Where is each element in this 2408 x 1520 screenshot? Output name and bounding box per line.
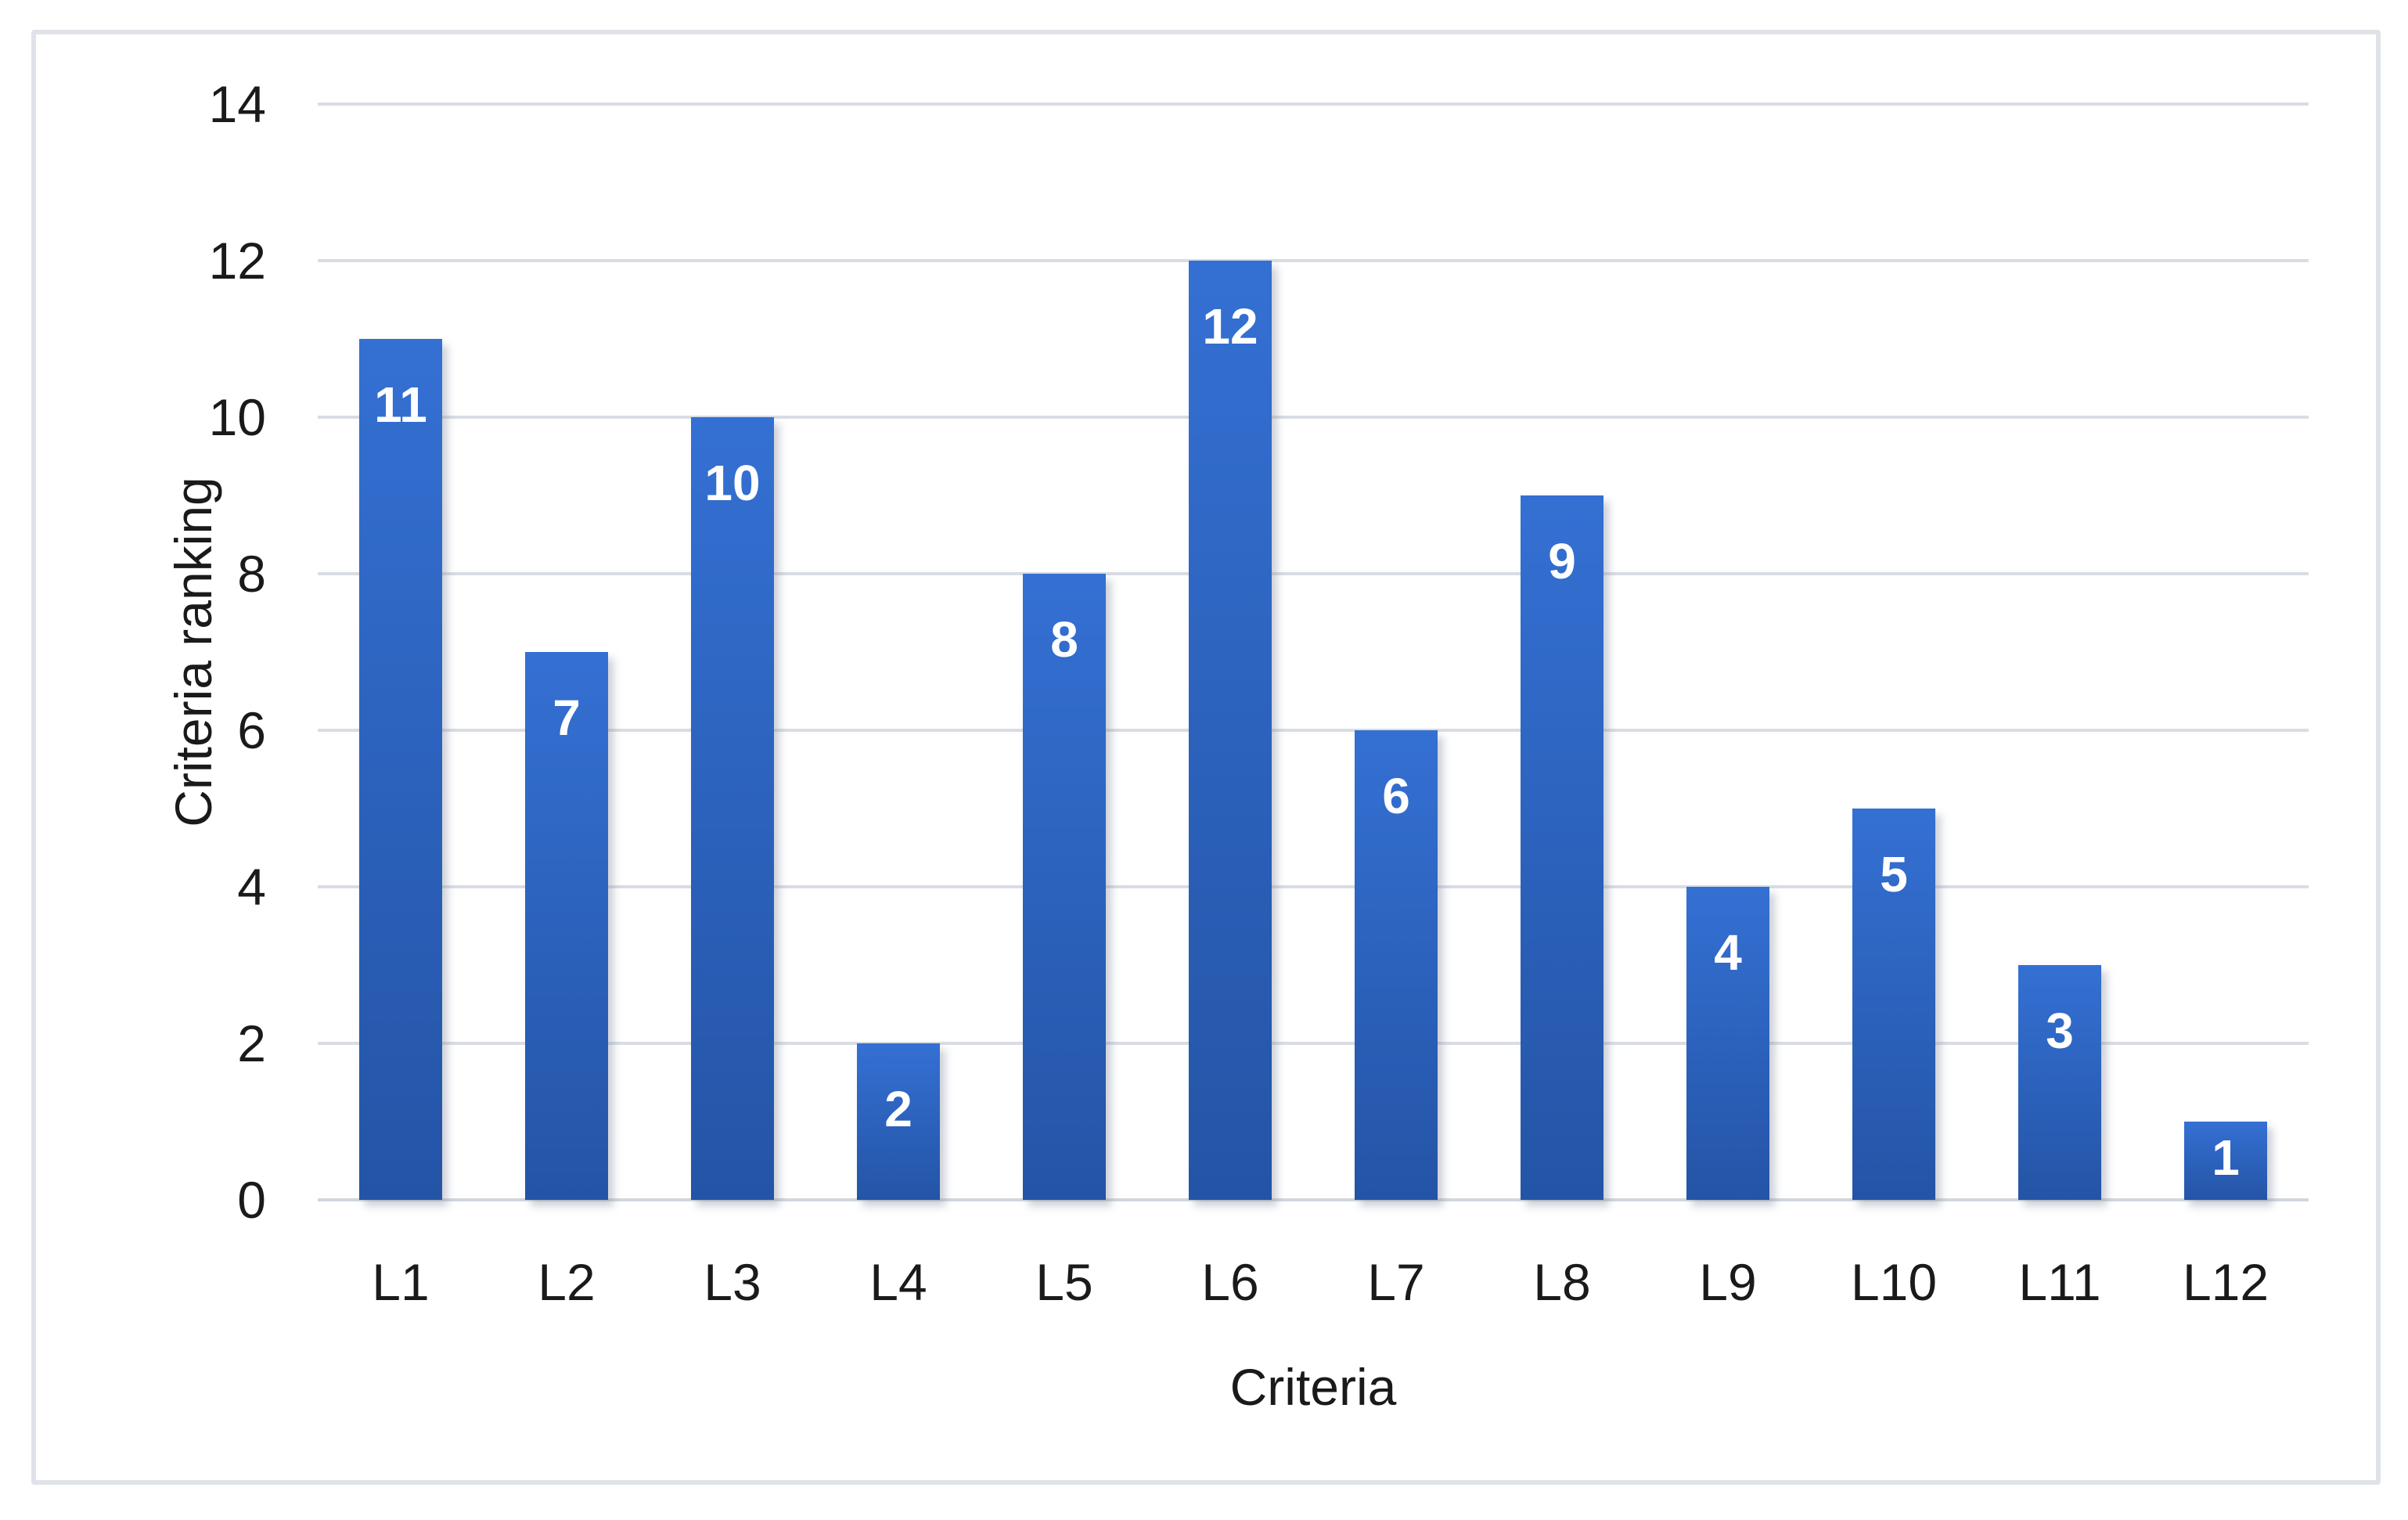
- gridline: [318, 416, 2309, 419]
- x-tick-label-L7: L7: [1367, 1253, 1425, 1311]
- y-tick-label: 0: [237, 1171, 266, 1229]
- x-tick-label-L8: L8: [1533, 1253, 1591, 1311]
- bar-L12: 1: [2184, 1122, 2267, 1200]
- y-axis-title: Criteria ranking: [164, 477, 222, 827]
- x-tick-label-L12: L12: [2182, 1253, 2269, 1311]
- bar-data-label: 2: [884, 1081, 912, 1137]
- bar-data-label: 10: [704, 455, 761, 511]
- bar-L1: 11: [359, 339, 442, 1200]
- x-tick-label-L2: L2: [538, 1253, 596, 1311]
- bar-L6: 12: [1189, 261, 1272, 1200]
- y-tick-label: 10: [208, 388, 266, 446]
- axis-baseline: [318, 1198, 2309, 1201]
- bar-data-label: 8: [1050, 611, 1078, 668]
- x-tick-label-L9: L9: [1699, 1253, 1757, 1311]
- gridline: [318, 729, 2309, 732]
- bar-data-label: 12: [1202, 298, 1258, 355]
- gridline: [318, 1042, 2309, 1045]
- y-tick-label: 14: [208, 75, 266, 133]
- bar-L11: 3: [2018, 965, 2101, 1200]
- bar-data-label: 1: [2212, 1129, 2240, 1186]
- y-tick-label: 2: [237, 1014, 266, 1072]
- bar-L5: 8: [1023, 574, 1106, 1200]
- x-tick-label-L11: L11: [2018, 1253, 2101, 1311]
- x-tick-label-L1: L1: [372, 1253, 430, 1311]
- y-tick-label: 12: [208, 232, 266, 290]
- x-axis-title: Criteria: [1229, 1358, 1397, 1416]
- x-tick-label-L10: L10: [1850, 1253, 1938, 1311]
- y-tick-label: 6: [237, 701, 266, 759]
- bar-data-label: 3: [2046, 1003, 2074, 1059]
- bar-L2: 7: [525, 652, 608, 1200]
- gridline: [318, 259, 2309, 262]
- bar-data-label: 6: [1382, 768, 1410, 824]
- bar-data-label: 5: [1880, 846, 1908, 902]
- bar-data-label: 7: [553, 690, 581, 746]
- x-tick-label-L6: L6: [1201, 1253, 1259, 1311]
- bar-data-label: 11: [374, 376, 427, 433]
- bar-L3: 10: [691, 417, 774, 1200]
- gridline: [318, 572, 2309, 575]
- bar-L10: 5: [1852, 809, 1935, 1200]
- bar-L7: 6: [1355, 730, 1438, 1200]
- y-tick-label: 8: [237, 545, 266, 603]
- bar-L4: 2: [857, 1043, 940, 1200]
- x-tick-label-L4: L4: [869, 1253, 927, 1311]
- bar-L8: 9: [1521, 495, 1604, 1200]
- x-tick-label-L3: L3: [704, 1253, 761, 1311]
- bar-data-label: 9: [1548, 533, 1576, 589]
- bar-L9: 4: [1686, 887, 1769, 1200]
- bar-data-label: 4: [1714, 924, 1742, 981]
- y-tick-label: 4: [237, 858, 266, 916]
- x-tick-label-L5: L5: [1035, 1253, 1093, 1311]
- gridline: [318, 885, 2309, 888]
- gridline: [318, 103, 2309, 106]
